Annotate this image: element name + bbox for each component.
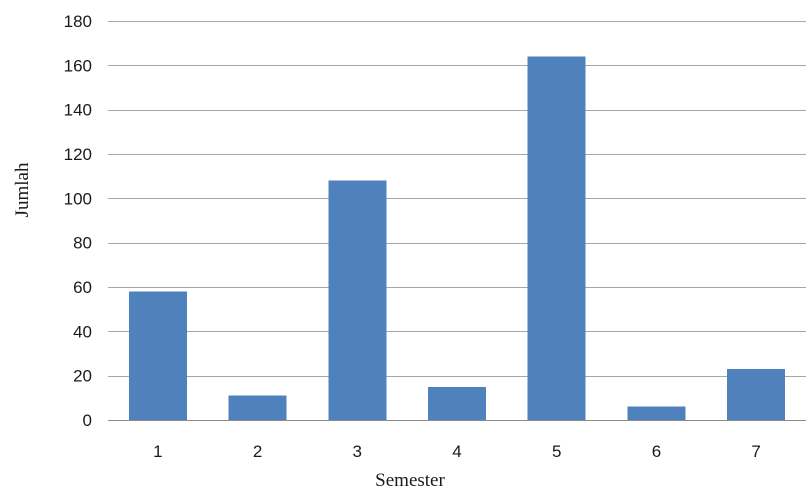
- x-axis-title: Semester: [375, 470, 445, 491]
- y-tick-label: 160: [64, 56, 92, 75]
- x-tick-label: 1: [153, 442, 162, 461]
- y-tick-label: 100: [64, 189, 92, 208]
- y-tick-label: 180: [64, 12, 92, 31]
- y-tick-label: 60: [73, 278, 92, 297]
- y-tick-label: 40: [73, 322, 92, 341]
- x-tick-label: 4: [452, 442, 461, 461]
- y-tick-label: 0: [83, 411, 92, 430]
- x-tick-label: 7: [751, 442, 760, 461]
- bar-semester-7: [727, 369, 786, 420]
- bar-semester-4: [428, 386, 486, 420]
- gridlines: [108, 21, 806, 421]
- bar-semester-2: [228, 395, 287, 420]
- bar-semester-1: [128, 291, 187, 420]
- x-tick-label: 3: [353, 442, 362, 461]
- y-tick-label: 20: [73, 367, 92, 386]
- x-tick-label: 2: [253, 442, 262, 461]
- x-tick-label: 6: [652, 442, 661, 461]
- y-tick-label: 80: [73, 234, 92, 253]
- x-tick-label: 5: [552, 442, 561, 461]
- y-tick-label: 120: [64, 145, 92, 164]
- x-axis-ticks: 1 2 3 4 5 6 7: [153, 442, 761, 461]
- y-tick-label: 140: [64, 101, 92, 120]
- bars: [128, 56, 786, 420]
- bar-semester-3: [328, 180, 387, 420]
- y-axis-title: Jumlah: [12, 162, 33, 217]
- y-axis-ticks: 0 20 40 60 80 100 120 140 160 180: [64, 12, 92, 430]
- bar-semester-6: [627, 406, 686, 420]
- bar-semester-5: [527, 56, 586, 420]
